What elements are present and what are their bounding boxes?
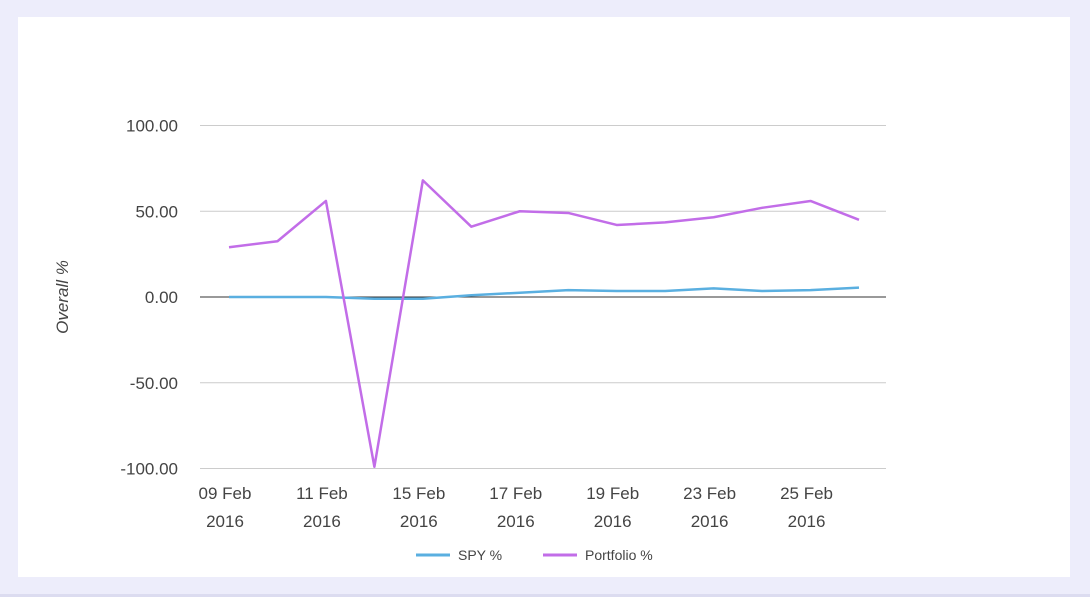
legend-label: SPY % <box>458 547 502 563</box>
series-line-portfolio <box>228 179 860 469</box>
x-tick-label: 17 Feb <box>489 484 542 503</box>
y-tick-label: -50.00 <box>130 374 178 393</box>
x-tick-label: 11 Feb <box>296 484 348 503</box>
x-tick-label-year: 2016 <box>206 512 244 531</box>
x-tick-label-year: 2016 <box>691 512 729 531</box>
x-tick-label-year: 2016 <box>400 512 438 531</box>
x-tick-label: 25 Feb <box>780 484 833 503</box>
x-tick-label: 15 Feb <box>392 484 445 503</box>
y-axis-label: Overall % <box>53 260 72 334</box>
y-tick-label: 50.00 <box>135 202 178 221</box>
x-tick-label: 09 Feb <box>199 484 252 503</box>
x-tick-label-year: 2016 <box>497 512 535 531</box>
x-tick-label: 23 Feb <box>683 484 736 503</box>
divider <box>0 594 1090 597</box>
x-tick-label-year: 2016 <box>788 512 826 531</box>
x-tick-label-year: 2016 <box>594 512 632 531</box>
x-tick-label: 19 Feb <box>586 484 639 503</box>
series-line-spy <box>229 286 860 300</box>
y-tick-label: -100.00 <box>120 460 178 479</box>
y-tick-label: 0.00 <box>145 288 178 307</box>
x-tick-label-year: 2016 <box>303 512 341 531</box>
legend-label: Portfolio % <box>585 547 653 563</box>
y-tick-label: 100.00 <box>126 117 178 136</box>
